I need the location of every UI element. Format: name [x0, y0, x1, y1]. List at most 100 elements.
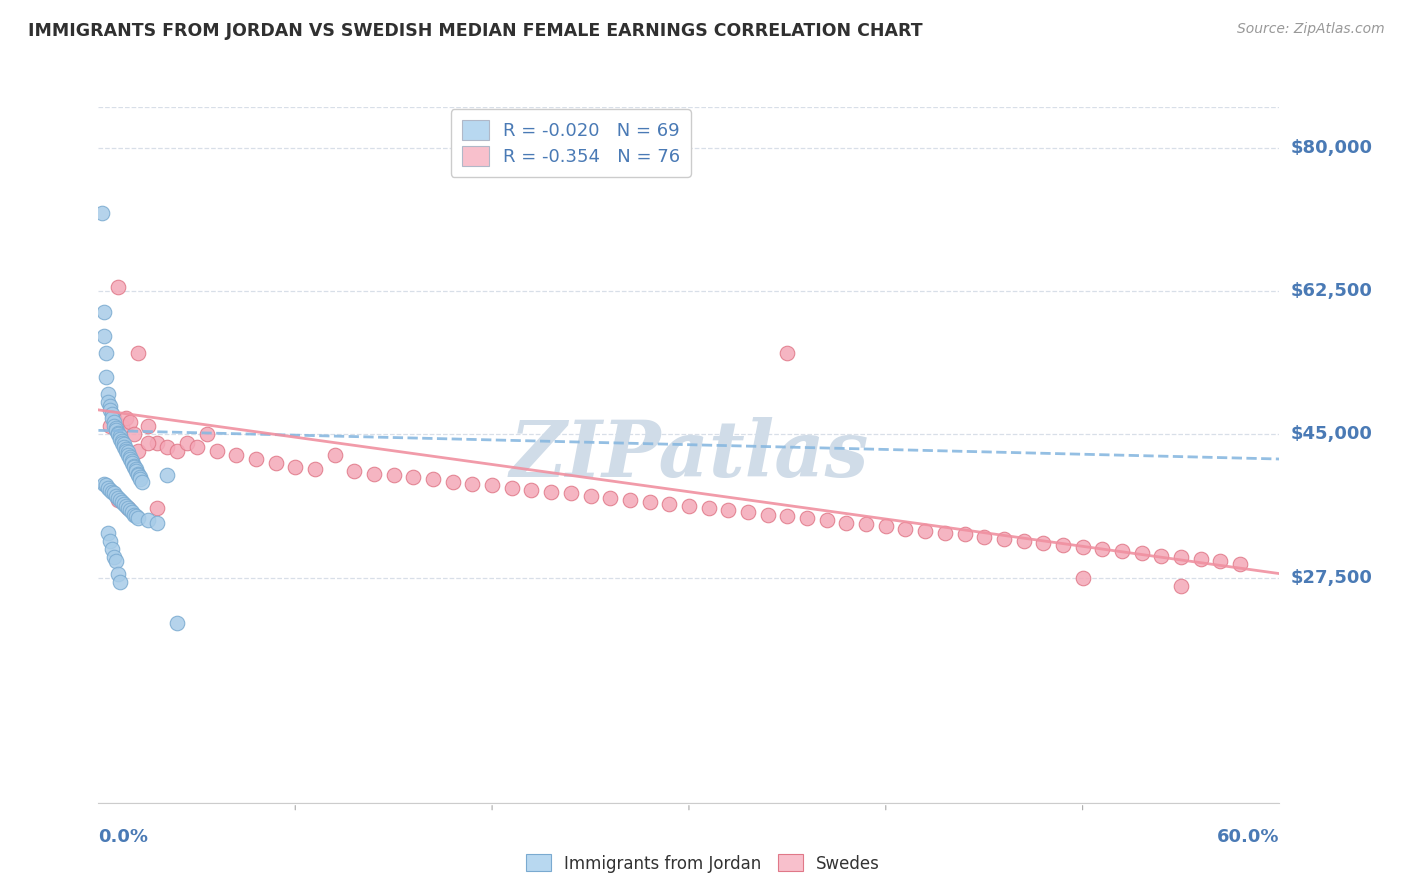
- Point: [186, 440, 208, 454]
- Point: [136, 513, 159, 527]
- Point: [121, 453, 143, 467]
- Text: 60.0%: 60.0%: [1218, 828, 1279, 846]
- Point: [97, 525, 120, 540]
- Point: [638, 494, 661, 508]
- Point: [97, 481, 120, 495]
- Point: [1150, 549, 1173, 563]
- Point: [441, 475, 464, 489]
- Point: [105, 423, 128, 437]
- Point: [105, 421, 128, 435]
- Point: [122, 458, 145, 473]
- Point: [993, 533, 1015, 547]
- Point: [101, 542, 124, 557]
- Point: [127, 511, 149, 525]
- Point: [111, 435, 134, 450]
- Point: [125, 509, 148, 524]
- Point: [501, 481, 523, 495]
- Point: [128, 473, 150, 487]
- Point: [136, 419, 159, 434]
- Point: [422, 473, 444, 487]
- Point: [402, 470, 425, 484]
- Text: ZIPatlas: ZIPatlas: [509, 417, 869, 493]
- Point: [101, 407, 124, 421]
- Point: [1130, 546, 1153, 560]
- Point: [579, 489, 602, 503]
- Legend: R = -0.020   N = 69, R = -0.354   N = 76: R = -0.020 N = 69, R = -0.354 N = 76: [451, 109, 690, 177]
- Point: [117, 445, 139, 459]
- Point: [796, 511, 818, 525]
- Point: [125, 464, 148, 478]
- Point: [540, 484, 562, 499]
- Point: [1052, 538, 1074, 552]
- Point: [93, 304, 115, 318]
- Point: [914, 524, 936, 538]
- Point: [146, 435, 169, 450]
- Legend: Immigrants from Jordan, Swedes: Immigrants from Jordan, Swedes: [519, 847, 887, 880]
- Point: [115, 442, 138, 457]
- Point: [111, 434, 134, 448]
- Point: [131, 475, 153, 489]
- Point: [127, 443, 149, 458]
- Point: [122, 508, 145, 522]
- Point: [176, 435, 198, 450]
- Point: [122, 460, 145, 475]
- Point: [115, 500, 138, 514]
- Point: [105, 554, 128, 568]
- Point: [98, 533, 121, 548]
- Point: [835, 516, 858, 530]
- Point: [117, 501, 139, 516]
- Point: [127, 345, 149, 359]
- Point: [1091, 542, 1114, 557]
- Point: [1071, 571, 1094, 585]
- Point: [93, 476, 115, 491]
- Point: [146, 516, 169, 530]
- Point: [156, 468, 179, 483]
- Point: [118, 502, 141, 516]
- Point: [127, 467, 149, 481]
- Point: [101, 484, 124, 499]
- Point: [93, 329, 115, 343]
- Point: [382, 468, 405, 483]
- Point: [894, 522, 917, 536]
- Point: [111, 494, 134, 508]
- Point: [91, 206, 114, 220]
- Point: [1229, 557, 1251, 571]
- Point: [1170, 579, 1192, 593]
- Point: [1111, 543, 1133, 558]
- Point: [245, 452, 267, 467]
- Point: [112, 497, 135, 511]
- Point: [875, 519, 897, 533]
- Point: [658, 497, 681, 511]
- Text: $62,500: $62,500: [1291, 282, 1372, 301]
- Point: [122, 427, 145, 442]
- Point: [96, 370, 118, 384]
- Point: [304, 462, 326, 476]
- Point: [103, 550, 125, 565]
- Point: [195, 427, 218, 442]
- Point: [117, 448, 139, 462]
- Point: [107, 492, 129, 507]
- Text: Source: ZipAtlas.com: Source: ZipAtlas.com: [1237, 22, 1385, 37]
- Point: [136, 435, 159, 450]
- Point: [98, 399, 121, 413]
- Point: [323, 448, 346, 462]
- Text: 0.0%: 0.0%: [98, 828, 149, 846]
- Point: [156, 440, 179, 454]
- Point: [125, 462, 148, 476]
- Point: [118, 450, 141, 465]
- Point: [815, 513, 838, 527]
- Point: [96, 345, 118, 359]
- Point: [599, 491, 621, 506]
- Point: [111, 419, 134, 434]
- Point: [756, 508, 779, 522]
- Point: [1170, 550, 1192, 565]
- Point: [461, 476, 484, 491]
- Point: [697, 501, 720, 516]
- Point: [343, 464, 366, 478]
- Point: [127, 468, 149, 483]
- Text: IMMIGRANTS FROM JORDAN VS SWEDISH MEDIAN FEMALE EARNINGS CORRELATION CHART: IMMIGRANTS FROM JORDAN VS SWEDISH MEDIAN…: [28, 22, 922, 40]
- Point: [953, 527, 976, 541]
- Point: [107, 566, 129, 581]
- Point: [1012, 533, 1035, 548]
- Point: [678, 500, 700, 514]
